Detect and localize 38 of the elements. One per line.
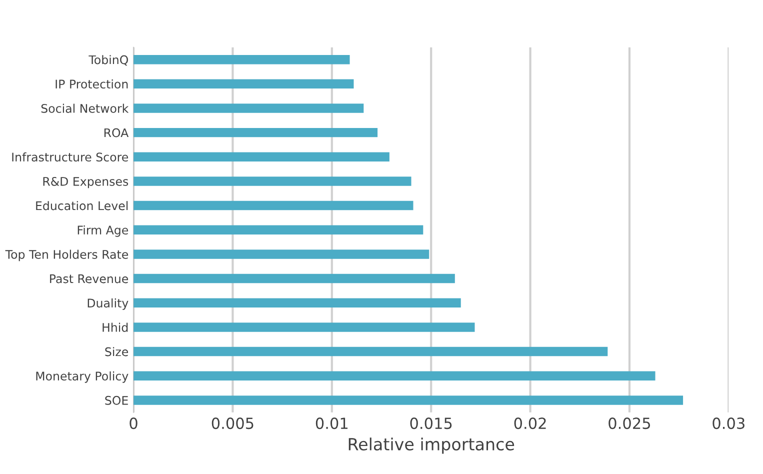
x-tick-label: 0.03 (712, 418, 744, 430)
bar (134, 346, 608, 356)
y-tick-label: TobinQ (88, 55, 128, 66)
bar (134, 274, 455, 284)
bar (134, 322, 475, 332)
x-tick-label: 0.01 (316, 418, 348, 430)
y-tick-label: Duality (88, 298, 128, 310)
y-tick-label: SOE (105, 396, 128, 405)
y-tick-label: Size (105, 347, 128, 356)
y-tick-label: R&D Expenses (43, 176, 128, 188)
y-tick-label: Education Level (36, 201, 128, 210)
x-tick-label: 0.015 (410, 418, 452, 430)
x-tick-label: 0 (130, 418, 138, 430)
y-tick-label: Monetary Policy (36, 371, 128, 383)
x-tick-label: 0.025 (608, 418, 650, 430)
bar (134, 176, 412, 186)
bar (134, 396, 684, 405)
y-tick-label: IP Protection (56, 79, 128, 89)
x-axis-title: Relative importance (348, 438, 514, 454)
bar (134, 152, 390, 162)
y-tick-label: Past Revenue (50, 274, 128, 284)
y-tick-label: ROA (104, 128, 129, 138)
bar (134, 250, 430, 259)
bar (134, 298, 461, 308)
bar (134, 104, 364, 113)
y-tick-label: Firm Age (78, 225, 128, 237)
bar (134, 225, 424, 235)
y-tick-label: Hhid (102, 322, 128, 332)
bar (134, 200, 414, 210)
x-tick-label: 0.005 (212, 418, 254, 430)
y-tick-label: Infrastructure Score (12, 152, 128, 162)
bar (134, 128, 378, 138)
y-tick-label: Top Ten Holders Rate (5, 250, 128, 262)
bar (134, 79, 354, 89)
bar (134, 371, 656, 381)
x-tick-label: 0.02 (514, 418, 546, 430)
bar (134, 54, 350, 64)
y-tick-label: Social Network (41, 104, 129, 113)
